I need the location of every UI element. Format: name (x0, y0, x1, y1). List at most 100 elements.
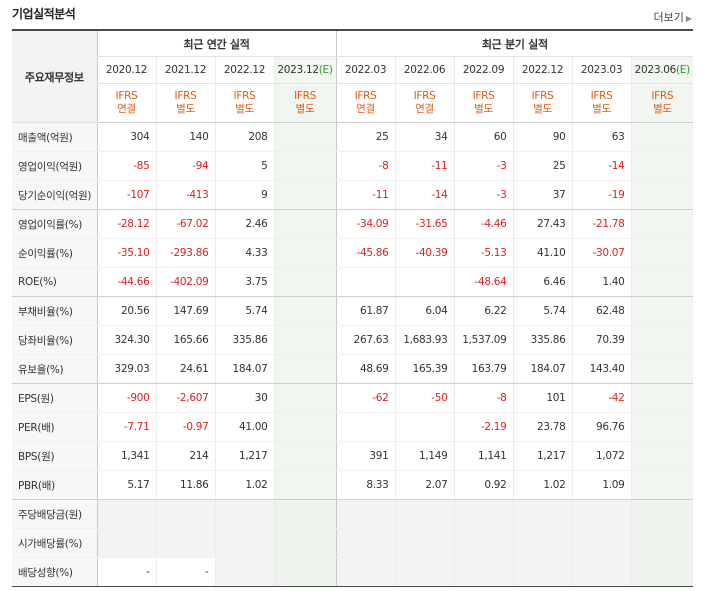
table-cell (453, 528, 514, 558)
table-cell: 165.66 (155, 325, 215, 355)
estimate-mark: (E) (676, 64, 690, 76)
row-label: EPS(원) (12, 383, 97, 413)
table-cell (273, 528, 337, 558)
table-cell: -30.07 (571, 238, 632, 268)
table-cell: 1.09 (571, 470, 632, 500)
table-row: 매출액(억원) 304 140 208 25 34 60 90 63 (12, 122, 694, 152)
table-cell (273, 122, 337, 152)
table-row: BPS(원) 1,341 214 1,217 391 1,149 1,141 1,217 1,0… (12, 441, 694, 471)
standard-label: IFRS (531, 90, 554, 102)
table-cell: 6.46 (512, 267, 573, 297)
period-label: 2022.09 (462, 64, 505, 76)
table-cell (630, 267, 694, 297)
table-cell (630, 209, 694, 239)
row-label: 배당성향(%) (12, 557, 97, 587)
table-cell: 1,072 (571, 441, 632, 471)
row-label: 영업이익률(%) (12, 209, 97, 239)
table-cell: -900 (96, 383, 156, 413)
table-cell: 30 (214, 383, 274, 413)
table-cell: 27.43 (512, 209, 573, 239)
table-cell: 1.02 (512, 470, 573, 500)
table-cell (273, 151, 337, 181)
table-cell (630, 354, 694, 384)
table-cell: 1,217 (512, 441, 573, 471)
table-cell: -62 (335, 383, 396, 413)
standard-label: IFRS (294, 90, 316, 102)
table-row: PER(배) -7.71 -0.97 41.00 -2.19 23.78 96.76 (12, 412, 694, 442)
table-cell: -28.12 (96, 209, 156, 239)
table-cell: 23.78 (512, 412, 573, 442)
table-cell (630, 499, 694, 529)
table-cell: -35.10 (96, 238, 156, 268)
estimate-mark: (E) (318, 64, 333, 76)
period-header: 2022.12 (214, 56, 274, 84)
table-cell (273, 470, 337, 500)
table-cell (394, 412, 455, 442)
basis-label: 별도 (295, 103, 315, 115)
period-header: 2022.06 (394, 56, 455, 84)
table-cell (214, 499, 274, 529)
table-cell (571, 528, 632, 558)
table-cell (273, 296, 337, 326)
table-cell: 2.46 (214, 209, 274, 239)
table-cell: 1.40 (571, 267, 632, 297)
table-cell: 25 (335, 122, 396, 152)
table-row: 영업이익(억원) -85 -94 5 -8 -11 -3 25 -14 (12, 151, 694, 181)
table-cell (335, 557, 396, 587)
table-cell: 6.04 (394, 296, 455, 326)
table-cell: -40.39 (394, 238, 455, 268)
standard-label: IFRS (115, 90, 138, 102)
table-cell: -2,607 (155, 383, 215, 413)
table-cell: 208 (214, 122, 274, 152)
table-cell: 5.17 (96, 470, 156, 500)
table-cell: -413 (155, 180, 215, 210)
table-cell (571, 499, 632, 529)
table-cell (335, 499, 396, 529)
accounting-standard-header: IFRS 별도 (630, 83, 694, 123)
table-cell: -8 (335, 151, 396, 181)
row-label: PBR(배) (12, 470, 97, 500)
table-cell (273, 238, 337, 268)
row-label: ROE(%) (12, 267, 97, 297)
table-cell: -19 (571, 180, 632, 210)
table-cell: 165.39 (394, 354, 455, 384)
table-cell (394, 499, 455, 529)
basis-label: 연결 (415, 103, 434, 115)
table-cell (214, 557, 274, 587)
table-cell: -44.66 (96, 267, 156, 297)
table-row: 시가배당률(%) (12, 528, 694, 558)
accounting-standard-header: IFRS 연결 (335, 83, 396, 123)
accounting-standard-header: IFRS 별도 (214, 83, 274, 123)
accounting-standard-header: IFRS 별도 (571, 83, 632, 123)
table-row: 당좌비율(%) 324.30 165.66 335.86 267.63 1,683.93 1… (12, 325, 694, 355)
table-cell (630, 412, 694, 442)
basis-label: 별도 (592, 103, 611, 115)
table-cell: -34.09 (335, 209, 396, 239)
table-cell: 9 (214, 180, 274, 210)
basis-label: 별도 (474, 103, 493, 115)
accounting-standard-header: IFRS 별도 (273, 83, 337, 123)
row-label: 당기순이익(억원) (12, 180, 97, 210)
table-row: 부채비율(%) 20.56 147.69 5.74 61.87 6.04 6.22 5.74 6… (12, 296, 694, 326)
table-row: 배당성향(%) - - (12, 557, 694, 587)
table-cell: 5 (214, 151, 274, 181)
table-cell: -293.86 (155, 238, 215, 268)
table-cell: 1,149 (394, 441, 455, 471)
table-cell (155, 528, 215, 558)
period-label: 2023.03 (580, 64, 623, 76)
table-cell: 70.39 (571, 325, 632, 355)
period-header: 2023.12(E) (273, 56, 337, 84)
more-link[interactable]: 더보기 ▶ (653, 9, 692, 25)
table-cell: 24.61 (155, 354, 215, 384)
table-cell (273, 441, 337, 471)
table-cell (273, 557, 337, 587)
table-cell: 1,341 (96, 441, 156, 471)
table-row: 순이익률(%) -35.10 -293.86 4.33 -45.86 -40.39 -5.1… (12, 238, 694, 268)
table-cell: 1.02 (214, 470, 274, 500)
table-cell: -21.78 (571, 209, 632, 239)
table-cell (453, 557, 514, 587)
table-cell: -402.09 (155, 267, 215, 297)
basis-label: 별도 (176, 103, 195, 115)
period-header: 2023.06(E) (630, 56, 694, 84)
corner-header: 주요재무정보 (12, 29, 97, 123)
